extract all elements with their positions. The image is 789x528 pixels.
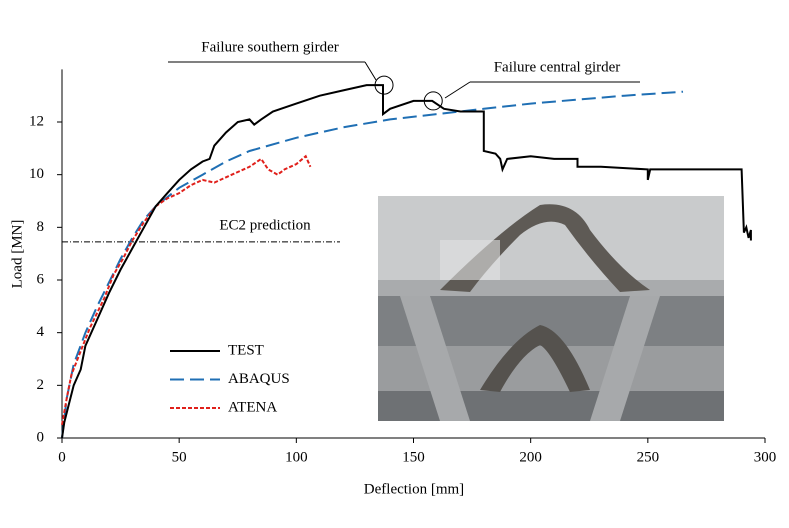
- y-tick-label: 4: [37, 324, 45, 340]
- reference-label: EC2 prediction: [219, 217, 311, 233]
- x-axis-label: Deflection [mm]: [364, 481, 464, 497]
- series-line: [61, 90, 684, 439]
- annotation-text: Failure southern girder: [201, 39, 338, 55]
- legend-label: TEST: [228, 342, 264, 358]
- x-tick-label: 200: [519, 449, 542, 465]
- annotation-marker: [374, 75, 394, 95]
- annotation-leader: [444, 81, 471, 99]
- y-tick-label: 6: [37, 271, 45, 287]
- x-tick-label: 250: [637, 449, 660, 465]
- y-axis-label: Load [MN]: [9, 220, 25, 289]
- y-tick-label: 2: [37, 377, 45, 393]
- annotation-text: Failure central girder: [494, 59, 621, 75]
- legend-label: ABAQUS: [228, 371, 290, 387]
- annotation-marker: [423, 91, 443, 111]
- x-tick-label: 300: [754, 449, 777, 465]
- annotation-leader: [364, 61, 377, 81]
- y-tick-label: 12: [29, 113, 44, 129]
- x-tick-label: 150: [402, 449, 425, 465]
- y-tick-label: 0: [37, 429, 45, 445]
- y-tick-label: 10: [29, 166, 44, 182]
- y-tick-label: 8: [37, 219, 45, 235]
- x-tick-label: 0: [58, 449, 66, 465]
- x-tick-label: 50: [172, 449, 187, 465]
- series-line: [61, 154, 312, 425]
- photo-inset: [378, 196, 724, 421]
- legend-label: ATENA: [228, 399, 277, 415]
- x-tick-label: 100: [285, 449, 308, 465]
